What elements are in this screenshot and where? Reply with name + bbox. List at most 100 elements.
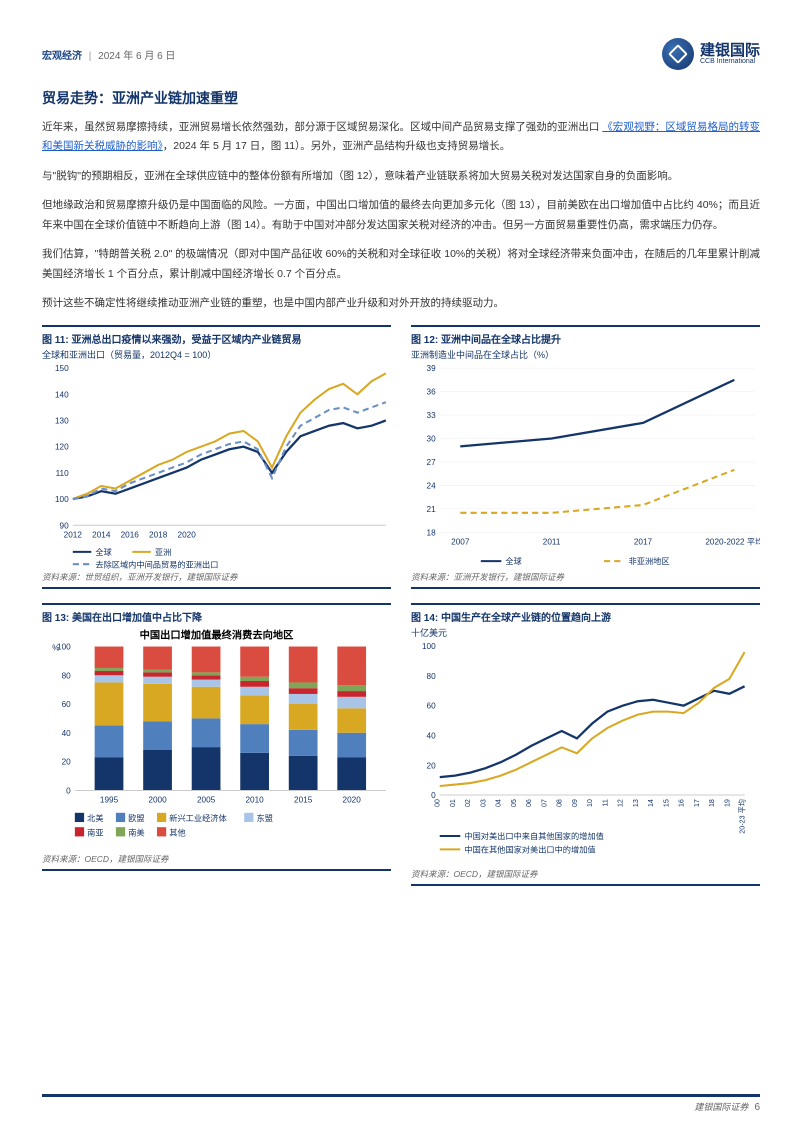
- svg-text:100: 100: [422, 642, 436, 651]
- svg-text:18: 18: [427, 529, 437, 538]
- ccb-logo-icon: [662, 38, 694, 70]
- svg-text:2016: 2016: [121, 531, 140, 540]
- svg-text:90: 90: [60, 522, 70, 531]
- brand-block: 建银国际 CCB International: [662, 38, 760, 70]
- chart-13-svg: 中国出口增加值最终消费去向地区020406080100%199520002005…: [42, 626, 391, 852]
- chart-14-source: 资料来源：OECD，建银国际证券: [411, 868, 760, 886]
- chart-13-title: 图 13: 美国在出口增加值中占比下降: [42, 603, 391, 624]
- para-3: 但地缘政治和贸易摩擦升级仍是中国面临的风险。一方面，中国出口增加值的最终去向更加…: [42, 196, 760, 235]
- svg-text:2014: 2014: [92, 531, 111, 540]
- svg-text:39: 39: [427, 365, 437, 374]
- p1a: 近年来，虽然贸易摩擦持续，亚洲贸易增长依然强劲，部分源于区域贸易深化。区域中间产…: [42, 121, 602, 133]
- svg-text:02: 02: [464, 799, 472, 807]
- svg-text:2020: 2020: [343, 795, 362, 804]
- svg-text:南亚: 南亚: [87, 827, 103, 837]
- chart-14-svg: 0204060801000001020304050607080910111213…: [411, 641, 760, 867]
- charts-grid: 图 11: 亚洲总出口疫情以来强劲，受益于区域内产业链贸易 全球和亚洲出口（贸易…: [42, 325, 760, 886]
- svg-text:14: 14: [647, 799, 655, 807]
- para-1: 近年来，虽然贸易摩擦持续，亚洲贸易增长依然强劲，部分源于区域贸易深化。区域中间产…: [42, 118, 760, 157]
- svg-text:00: 00: [434, 799, 442, 807]
- svg-text:27: 27: [427, 458, 437, 467]
- svg-text:150: 150: [55, 365, 69, 374]
- brand-cn: 建银国际: [700, 43, 760, 58]
- svg-text:80: 80: [62, 671, 72, 680]
- svg-text:33: 33: [427, 412, 437, 421]
- svg-text:1995: 1995: [100, 795, 119, 804]
- svg-text:其他: 其他: [169, 827, 185, 837]
- svg-text:36: 36: [427, 388, 437, 397]
- section-title: 贸易走势：亚洲产业链加速重塑: [42, 88, 760, 108]
- svg-text:2020: 2020: [178, 531, 197, 540]
- svg-text:40: 40: [427, 731, 437, 740]
- svg-text:中国对美出口中来自其他国家的增加值: 中国对美出口中来自其他国家的增加值: [464, 831, 603, 841]
- svg-text:20: 20: [62, 757, 72, 766]
- svg-text:140: 140: [55, 391, 69, 400]
- svg-text:新兴工业经济体: 新兴工业经济体: [169, 813, 226, 823]
- svg-text:30: 30: [427, 435, 437, 444]
- footer-company: 建银国际证券: [694, 1100, 748, 1113]
- chart-11-title: 图 11: 亚洲总出口疫情以来强劲，受益于区域内产业链贸易: [42, 325, 391, 346]
- doc-date: 2024 年 6 月 6 日: [98, 51, 175, 62]
- chart-13: 图 13: 美国在出口增加值中占比下降 中国出口增加值最终消费去向地区02040…: [42, 603, 391, 887]
- svg-text:南美: 南美: [128, 827, 144, 837]
- svg-text:03: 03: [479, 799, 487, 807]
- svg-text:2007: 2007: [451, 538, 470, 547]
- svg-text:11: 11: [601, 799, 609, 806]
- svg-text:2012: 2012: [64, 531, 83, 540]
- chart-11-svg: 9010011012013014015020122014201620182020…: [42, 363, 391, 568]
- chart-12: 图 12: 亚洲中间品在全球占比提升 亚洲制造业中间品在全球占比（%） 1821…: [411, 325, 760, 588]
- chart-14: 图 14: 中国生产在全球产业链的位置趋向上游 十亿美元 02040608010…: [411, 603, 760, 887]
- svg-text:东盟: 东盟: [257, 813, 273, 823]
- svg-text:16: 16: [678, 799, 686, 807]
- chart-11-subtitle: 全球和亚洲出口（贸易量，2012Q4 = 100）: [42, 348, 391, 361]
- svg-text:去除区域内中间品贸易的亚洲出口: 去除区域内中间品贸易的亚洲出口: [95, 560, 218, 569]
- svg-text:15: 15: [662, 799, 670, 807]
- svg-text:06: 06: [525, 799, 533, 807]
- svg-text:08: 08: [556, 799, 564, 807]
- para-2: 与"脱钩"的预期相反，亚洲在全球供应链中的整体份额有所增加（图 12），意味着产…: [42, 167, 760, 186]
- doc-category: 宏观经济: [42, 51, 82, 62]
- svg-text:北美: 北美: [87, 813, 103, 823]
- svg-text:欧盟: 欧盟: [128, 813, 144, 823]
- svg-text:24: 24: [427, 482, 437, 491]
- svg-text:07: 07: [540, 799, 548, 807]
- page-header: 宏观经济 | 2024 年 6 月 6 日 建银国际 CCB Internati…: [42, 38, 760, 70]
- page-number: 6: [754, 1102, 760, 1113]
- header-left: 宏观经济 | 2024 年 6 月 6 日: [42, 47, 175, 62]
- svg-text:80: 80: [427, 672, 437, 681]
- svg-text:19: 19: [723, 799, 731, 807]
- brand-text: 建银国际 CCB International: [700, 43, 760, 65]
- separator: |: [89, 51, 92, 62]
- svg-text:2018: 2018: [149, 531, 168, 540]
- svg-text:非亚洲地区: 非亚洲地区: [629, 557, 670, 567]
- svg-text:09: 09: [571, 799, 579, 807]
- chart-14-title: 图 14: 中国生产在全球产业链的位置趋向上游: [411, 603, 760, 624]
- svg-text:120: 120: [55, 443, 69, 452]
- svg-text:全球: 全球: [505, 557, 521, 567]
- chart-14-subtitle: 十亿美元: [411, 626, 760, 639]
- footer-right: 建银国际证券 6: [694, 1100, 760, 1113]
- svg-text:中国在其他国家对美出口中的增加值: 中国在其他国家对美出口中的增加值: [464, 844, 595, 854]
- svg-text:2010: 2010: [245, 795, 264, 804]
- svg-text:60: 60: [62, 700, 72, 709]
- svg-text:全球: 全球: [95, 547, 111, 557]
- svg-text:20: 20: [427, 761, 437, 770]
- svg-text:2005: 2005: [197, 795, 216, 804]
- chart-11-source: 资料来源：世贸组织，亚洲开发银行，建银国际证券: [42, 571, 391, 589]
- chart-13-source: 资料来源：OECD，建银国际证券: [42, 853, 391, 871]
- svg-text:21: 21: [427, 505, 437, 514]
- chart-12-svg: 18212427303336392007201120172020-2022 平均…: [411, 363, 760, 568]
- svg-text:2020-2022 平均: 2020-2022 平均: [705, 537, 760, 547]
- svg-text:20-23 平均: 20-23 平均: [738, 799, 747, 834]
- p1b: ，2024 年 5 月 17 日，图 11）。另外，亚洲产品结构升级也支持贸易增…: [163, 140, 511, 152]
- para-4: 我们估算，"特朗普关税 2.0" 的极端情况（即对中国产品征收 60%的关税和对…: [42, 245, 760, 284]
- svg-text:18: 18: [708, 799, 716, 807]
- svg-text:2011: 2011: [543, 538, 561, 547]
- chart-12-title: 图 12: 亚洲中间品在全球占比提升: [411, 325, 760, 346]
- svg-text:60: 60: [427, 701, 437, 710]
- svg-text:13: 13: [632, 799, 640, 807]
- brand-en: CCB International: [700, 58, 760, 65]
- svg-text:05: 05: [510, 799, 518, 807]
- svg-text:40: 40: [62, 728, 72, 737]
- svg-text:130: 130: [55, 417, 69, 426]
